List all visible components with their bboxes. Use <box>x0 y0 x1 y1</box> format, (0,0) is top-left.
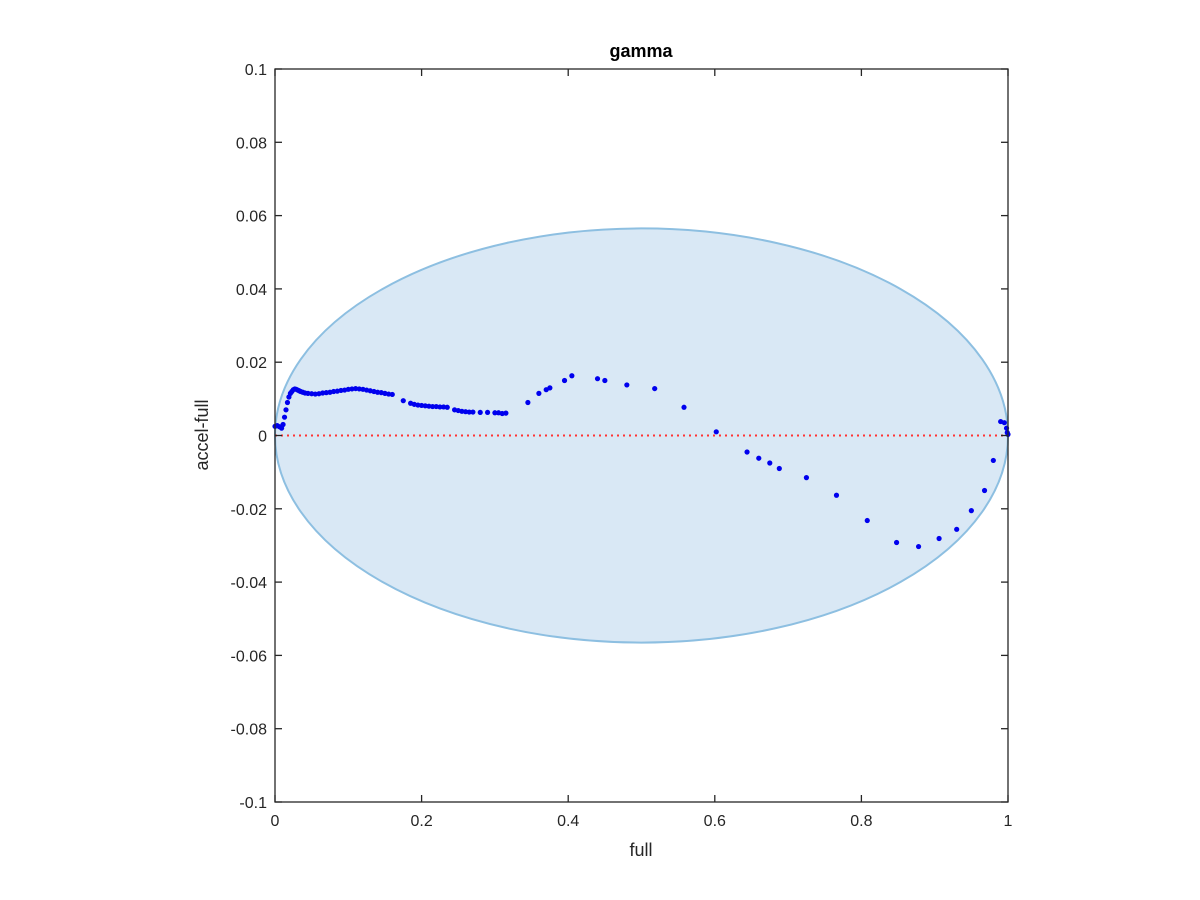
scatter-point <box>936 535 942 542</box>
scatter-point <box>284 399 291 406</box>
y-tick-label: -0.1 <box>239 795 267 812</box>
y-tick-label: 0.04 <box>236 282 267 299</box>
scatter-point <box>990 457 996 464</box>
scatter-series <box>272 373 1011 550</box>
y-tick-label: -0.06 <box>231 648 268 665</box>
x-tick-label: 0.4 <box>557 813 579 830</box>
y-tick-label: 0 <box>258 429 267 446</box>
x-tick-label: 0.8 <box>850 813 872 830</box>
scatter-point <box>437 404 443 410</box>
y-tick-label: -0.04 <box>231 575 268 592</box>
y-tick-label: 0.06 <box>236 209 267 226</box>
scatter-point <box>503 410 509 416</box>
y-tick-label: 0.1 <box>245 62 267 79</box>
x-tick-label: 0 <box>271 813 280 830</box>
scatter-point <box>492 410 498 416</box>
scatter-point <box>652 385 658 392</box>
scatter-point <box>429 403 436 410</box>
y-tick-label: 0.02 <box>236 355 267 372</box>
y-axis-label: accel-full <box>192 399 212 470</box>
scatter-point <box>1001 420 1007 426</box>
scatter-point <box>776 465 782 472</box>
scatter-point <box>525 399 531 406</box>
scatter-point <box>624 382 630 388</box>
scatter-point <box>280 421 286 428</box>
plot-area <box>272 227 1011 644</box>
scatter-point <box>400 398 406 404</box>
x-tick-label: 1 <box>1004 813 1013 830</box>
scatter-point <box>864 517 870 524</box>
scatter-point <box>803 475 810 481</box>
chart-title: gamma <box>609 41 673 61</box>
y-tick-label: -0.02 <box>231 502 268 519</box>
scatter-point <box>470 409 476 415</box>
scatter-point <box>281 414 288 420</box>
x-tick-label: 0.2 <box>410 813 432 830</box>
scatter-point <box>756 455 762 461</box>
scatter-point <box>602 377 608 384</box>
scatter-point <box>594 376 601 382</box>
scatter-point <box>389 391 395 398</box>
scatter-point <box>968 508 974 514</box>
scatter-point <box>833 492 840 498</box>
scatter-point <box>767 460 773 466</box>
scatter-point <box>561 377 568 384</box>
scatter-point <box>484 409 491 416</box>
scatter-point <box>981 487 988 494</box>
scatter-point <box>536 390 542 396</box>
scatter-point <box>744 449 750 455</box>
scatter-point <box>954 526 960 532</box>
x-axis-label: full <box>629 840 652 860</box>
axis-ticks: 0 0.2 0.4 0.6 0.8 1 -0.1 -0.08 -0.06 -0.04 -0.02 0 0… <box>231 62 1013 830</box>
scatter-point <box>547 385 553 391</box>
scatter-point <box>893 539 900 546</box>
scatter-point <box>681 404 687 410</box>
scatter-point <box>915 543 922 550</box>
y-tick-label: -0.08 <box>231 722 268 739</box>
scatter-point <box>283 407 289 413</box>
scatter-point <box>466 409 472 415</box>
x-tick-label: 0.6 <box>704 813 726 830</box>
scatter-point <box>569 373 575 379</box>
y-tick-label: 0.08 <box>236 135 267 152</box>
scatter-point <box>444 404 450 410</box>
scatter-point <box>713 429 719 435</box>
scatter-point <box>477 409 483 416</box>
